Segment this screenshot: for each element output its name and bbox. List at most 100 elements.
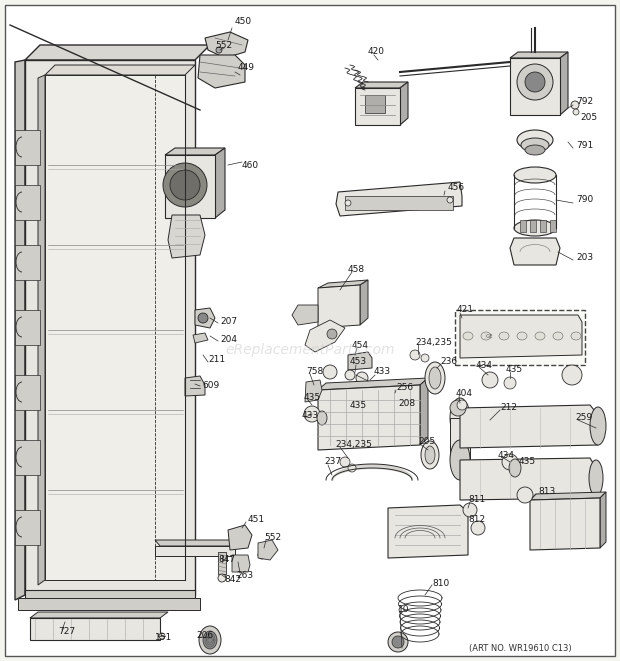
- Text: 211: 211: [208, 356, 225, 364]
- Ellipse shape: [463, 332, 473, 340]
- Polygon shape: [195, 308, 215, 328]
- Text: 435: 435: [519, 457, 536, 467]
- Text: 813: 813: [538, 488, 556, 496]
- Text: eReplacementParts.com: eReplacementParts.com: [225, 343, 395, 357]
- Polygon shape: [165, 155, 215, 218]
- Circle shape: [525, 72, 545, 92]
- Text: 204: 204: [220, 336, 237, 344]
- Ellipse shape: [553, 332, 563, 340]
- Circle shape: [447, 197, 453, 203]
- Polygon shape: [15, 440, 40, 475]
- Text: 234,235: 234,235: [415, 338, 452, 346]
- Circle shape: [345, 200, 351, 206]
- Polygon shape: [355, 82, 408, 88]
- Polygon shape: [155, 546, 235, 556]
- Text: 453: 453: [350, 358, 367, 366]
- Text: 792: 792: [576, 98, 593, 106]
- Circle shape: [450, 400, 466, 416]
- Text: 207: 207: [220, 317, 237, 327]
- Circle shape: [163, 163, 207, 207]
- Polygon shape: [336, 182, 462, 216]
- Circle shape: [571, 101, 579, 109]
- Text: 758: 758: [306, 368, 323, 377]
- Text: 727: 727: [58, 627, 75, 637]
- Text: 451: 451: [248, 516, 265, 524]
- Polygon shape: [18, 598, 200, 610]
- Circle shape: [388, 632, 408, 652]
- Polygon shape: [45, 75, 185, 580]
- Text: 205: 205: [418, 438, 435, 446]
- Polygon shape: [530, 498, 600, 550]
- Text: 433: 433: [302, 412, 319, 420]
- Polygon shape: [258, 540, 278, 560]
- Polygon shape: [168, 215, 205, 258]
- Polygon shape: [198, 55, 245, 88]
- Bar: [530, 220, 536, 232]
- Polygon shape: [318, 280, 368, 288]
- Text: 450: 450: [235, 17, 252, 26]
- Text: 236: 236: [440, 358, 457, 366]
- Polygon shape: [355, 88, 400, 125]
- Ellipse shape: [203, 631, 217, 649]
- Polygon shape: [30, 618, 160, 640]
- Polygon shape: [228, 525, 252, 550]
- Polygon shape: [15, 130, 40, 165]
- Text: 208: 208: [398, 399, 415, 407]
- Ellipse shape: [450, 398, 470, 438]
- Text: 203: 203: [576, 254, 593, 262]
- Bar: [365, 95, 385, 113]
- Text: 434: 434: [476, 362, 493, 371]
- Polygon shape: [15, 310, 40, 345]
- Ellipse shape: [425, 446, 435, 464]
- Text: 433: 433: [374, 368, 391, 377]
- Polygon shape: [15, 375, 40, 410]
- Circle shape: [327, 329, 337, 339]
- Text: GE: GE: [486, 334, 494, 339]
- Ellipse shape: [499, 332, 509, 340]
- Circle shape: [258, 551, 266, 559]
- Circle shape: [457, 400, 467, 410]
- Polygon shape: [25, 45, 210, 60]
- Ellipse shape: [535, 332, 545, 340]
- Circle shape: [410, 350, 420, 360]
- Ellipse shape: [450, 440, 470, 480]
- Text: 812: 812: [468, 516, 485, 524]
- Polygon shape: [15, 185, 40, 220]
- Polygon shape: [45, 65, 195, 75]
- Ellipse shape: [517, 332, 527, 340]
- Polygon shape: [25, 590, 195, 600]
- Polygon shape: [530, 492, 606, 500]
- Circle shape: [323, 365, 337, 379]
- Ellipse shape: [317, 411, 327, 425]
- Text: 10: 10: [398, 605, 409, 615]
- Polygon shape: [510, 58, 560, 115]
- Ellipse shape: [589, 460, 603, 496]
- Polygon shape: [348, 352, 372, 370]
- Polygon shape: [165, 148, 225, 155]
- Text: 790: 790: [576, 196, 593, 204]
- Bar: [345, 196, 453, 210]
- Polygon shape: [450, 418, 470, 460]
- Text: 206: 206: [196, 631, 213, 641]
- Text: 811: 811: [468, 496, 485, 504]
- Circle shape: [517, 487, 533, 503]
- Polygon shape: [15, 60, 25, 600]
- Circle shape: [504, 377, 516, 389]
- Ellipse shape: [425, 362, 445, 394]
- Polygon shape: [460, 405, 598, 448]
- Circle shape: [340, 457, 350, 467]
- Polygon shape: [185, 376, 205, 396]
- Polygon shape: [193, 333, 208, 343]
- Polygon shape: [318, 385, 420, 450]
- Text: 237: 237: [324, 457, 341, 467]
- Text: 842: 842: [224, 576, 241, 584]
- Ellipse shape: [514, 220, 556, 236]
- Text: (ART NO. WR19610 C13): (ART NO. WR19610 C13): [469, 644, 571, 652]
- Bar: [550, 220, 556, 232]
- Polygon shape: [420, 378, 428, 445]
- Text: 151: 151: [155, 633, 172, 642]
- Polygon shape: [560, 52, 568, 115]
- Ellipse shape: [514, 167, 556, 183]
- Circle shape: [356, 372, 368, 384]
- Bar: [520, 220, 526, 232]
